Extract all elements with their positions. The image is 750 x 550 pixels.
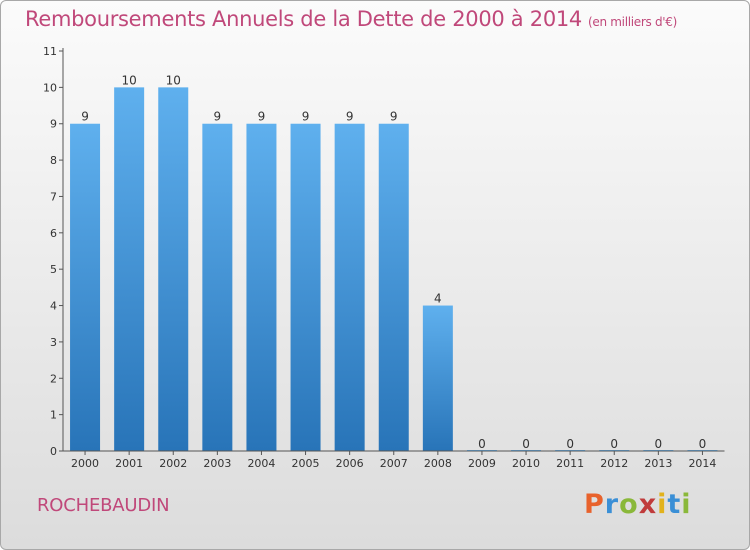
x-tick-label-2007: 2007: [380, 457, 408, 470]
logo-letter: t: [667, 489, 682, 520]
x-tick-label-2014: 2014: [688, 457, 716, 470]
bar-2001: [114, 87, 145, 451]
data-label-2005: 9: [302, 110, 310, 124]
y-tick-label: 9: [50, 118, 57, 131]
bar-2000: [70, 123, 101, 452]
data-label-2003: 9: [214, 110, 222, 124]
logo-letter: P: [584, 489, 605, 520]
x-tick-label-2006: 2006: [336, 457, 364, 470]
data-label-2007: 9: [390, 110, 398, 124]
y-tick-label: 10: [43, 81, 57, 94]
bar-2002: [158, 87, 189, 451]
data-label-2013: 0: [655, 437, 663, 451]
logo-letter: r: [604, 489, 620, 520]
x-tick-label-2003: 2003: [203, 457, 231, 470]
x-tick-label-2004: 2004: [247, 457, 275, 470]
data-label-2014: 0: [699, 437, 707, 451]
proxiti-logo: Proxiti: [584, 489, 692, 520]
logo-letter: i: [657, 489, 668, 520]
y-tick-label: 11: [43, 45, 57, 58]
x-tick-label-2000: 2000: [71, 457, 99, 470]
data-label-2001: 10: [122, 73, 137, 87]
bar-2006: [334, 123, 365, 452]
x-tick-label-2009: 2009: [468, 457, 496, 470]
data-label-2004: 9: [258, 110, 266, 124]
y-tick-label: 0: [50, 445, 57, 458]
x-tick-label-2011: 2011: [556, 457, 584, 470]
x-tick-label-2005: 2005: [292, 457, 320, 470]
y-tick-label: 5: [50, 263, 57, 276]
data-label-2009: 0: [478, 437, 486, 451]
x-tick-label-2002: 2002: [159, 457, 187, 470]
bar-2008: [422, 305, 453, 451]
y-tick-label: 8: [50, 154, 57, 167]
bar-2004: [246, 123, 277, 452]
chart-unit: (en milliers d'€): [588, 15, 678, 29]
y-tick-label: 2: [50, 372, 57, 385]
x-tick-label-2010: 2010: [512, 457, 540, 470]
logo-letter: o: [619, 489, 639, 520]
y-tick-label: 1: [50, 409, 57, 422]
data-label-2002: 10: [166, 73, 181, 87]
y-tick-label: 6: [50, 227, 57, 240]
data-label-2012: 0: [610, 437, 618, 451]
y-tick-label: 3: [50, 336, 57, 349]
commune-name: ROCHEBAUDIN: [37, 495, 170, 516]
bar-2003: [202, 123, 233, 452]
data-label-2008: 4: [434, 292, 442, 306]
data-label-2010: 0: [522, 437, 530, 451]
logo-letter: i: [681, 489, 692, 520]
data-label-2000: 9: [81, 110, 89, 124]
x-tick-label-2001: 2001: [115, 457, 143, 470]
bar-2005: [290, 123, 321, 452]
x-tick-label-2012: 2012: [600, 457, 628, 470]
x-tick-label-2013: 2013: [644, 457, 672, 470]
chart-title-text: Remboursements Annuels de la Dette de 20…: [25, 7, 582, 31]
data-label-2006: 9: [346, 110, 354, 124]
x-tick-label-2008: 2008: [424, 457, 452, 470]
bar-2007: [378, 123, 409, 452]
y-tick-label: 7: [50, 190, 57, 203]
data-label-2011: 0: [566, 437, 574, 451]
chart-title: Remboursements Annuels de la Dette de 20…: [25, 7, 677, 31]
logo-letter: x: [638, 489, 658, 520]
y-tick-label: 4: [50, 300, 57, 313]
